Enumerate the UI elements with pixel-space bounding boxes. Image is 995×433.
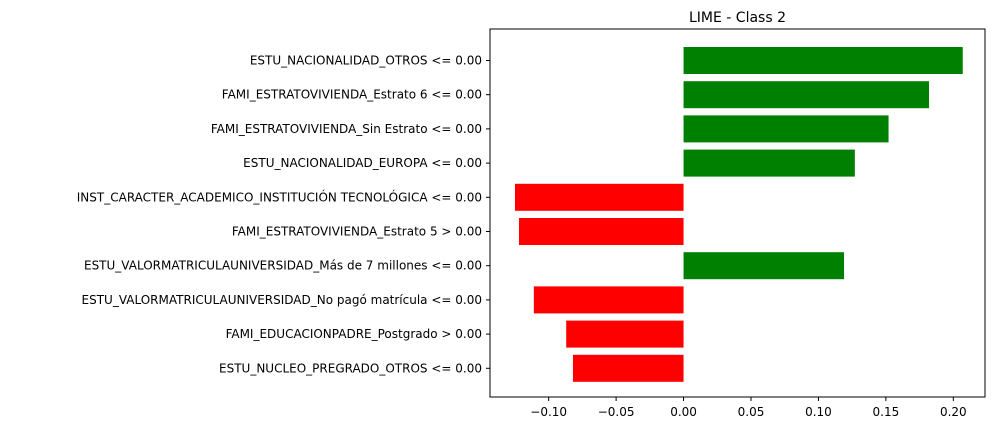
y-tick-label-9: FAMI_EDUCACIONPADRE_Postgrado > 0.00 [226, 327, 482, 341]
bar-1 [683, 47, 963, 74]
y-tick-label-5: INST_CARACTER_ACADEMICO_INSTITUCIÓN TECN… [77, 189, 482, 204]
x-tick-label-5: 0.10 [805, 405, 832, 419]
x-tick-label-6: 0.15 [873, 405, 900, 419]
x-ticks: −0.10 −0.05 0.00 0.05 0.10 0.15 0.20 [530, 397, 967, 419]
y-tick-label-6: FAMI_ESTRATOVIVIENDA_Estrato 5 > 0.00 [232, 225, 482, 239]
bar-7 [683, 252, 845, 280]
bar-5 [514, 183, 684, 211]
y-tick-label-7: ESTU_VALORMATRICULAUNIVERSIDAD_Más de 7 … [84, 259, 482, 273]
y-tick-label-8: ESTU_VALORMATRICULAUNIVERSIDAD_No pagó m… [82, 293, 482, 307]
y-tick-label-4: ESTU_NACIONALIDAD_EUROPA <= 0.00 [243, 156, 482, 170]
chart-title: LIME - Class 2 [689, 10, 786, 26]
bar-2 [683, 81, 930, 109]
y-tick-label-1: ESTU_NACIONALIDAD_OTROS <= 0.00 [250, 54, 482, 68]
bar-3 [683, 115, 889, 143]
y-tick-labels: ESTU_NACIONALIDAD_OTROS <= 0.00 FAMI_ESTR… [77, 54, 490, 375]
y-tick-label-2: FAMI_ESTRATOVIVIENDA_Estrato 6 <= 0.00 [222, 88, 482, 102]
bar-9 [566, 320, 684, 348]
bars-group [514, 47, 963, 382]
y-tick-label-3: FAMI_ESTRATOVIVIENDA_Sin Estrato <= 0.00 [211, 122, 482, 136]
y-tick-label-10: ESTU_NUCLEO_PREGRADO_OTROS <= 0.00 [219, 361, 482, 375]
bar-10 [572, 354, 684, 382]
x-tick-label-3: 0.00 [670, 405, 697, 419]
bar-4 [683, 149, 855, 177]
x-tick-label-4: 0.05 [738, 405, 765, 419]
x-tick-label-1: −0.10 [530, 405, 567, 419]
bar-8 [533, 286, 684, 314]
x-tick-label-2: −0.05 [598, 405, 635, 419]
plot-frame [489, 28, 986, 398]
bar-6 [518, 218, 684, 245]
x-tick-label-7: 0.20 [940, 405, 967, 419]
